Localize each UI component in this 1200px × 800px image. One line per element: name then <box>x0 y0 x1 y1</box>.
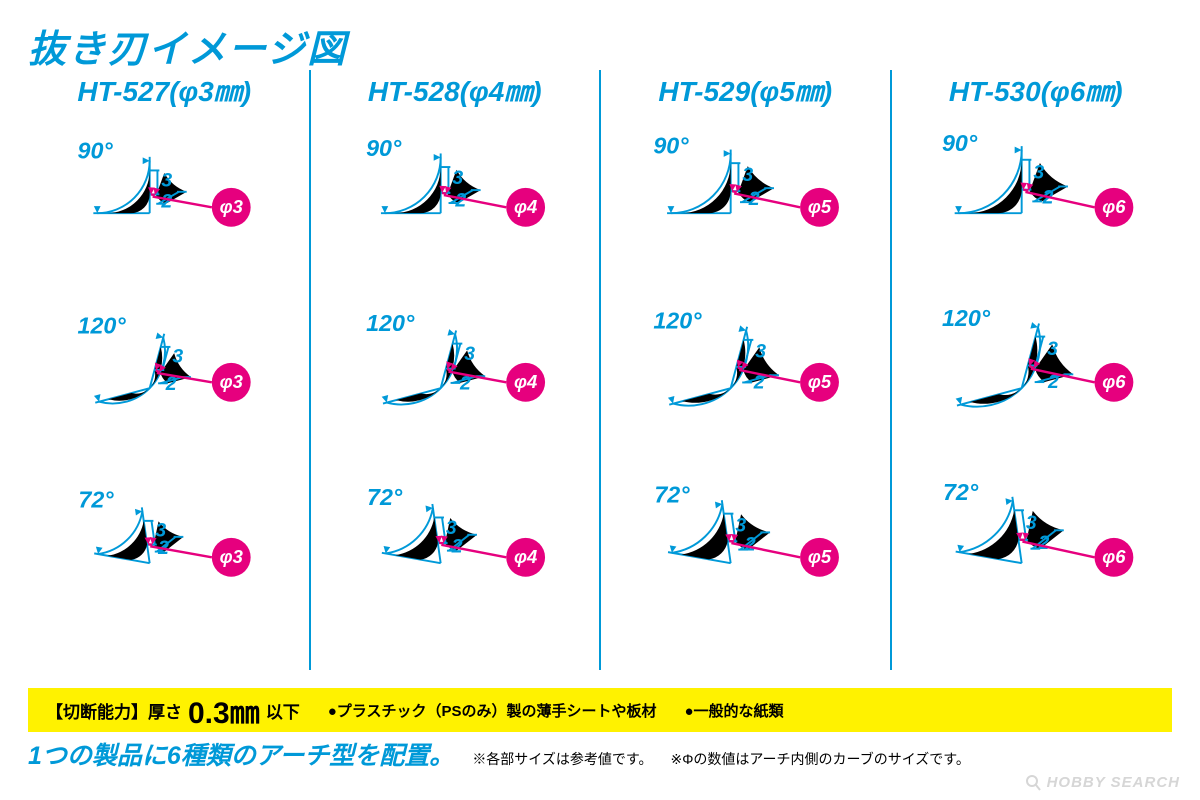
diagram-cell: 120°32φ3 <box>38 293 291 468</box>
svg-text:φ5: φ5 <box>808 546 832 567</box>
svg-text:φ6: φ6 <box>1102 196 1126 217</box>
diagram-cell: 72°32φ4 <box>329 468 582 643</box>
column-title: HT-530(φ6㎜) <box>910 70 1163 110</box>
blade-diagram: 90°32φ4 <box>329 118 581 288</box>
svg-text:120°: 120° <box>366 310 415 336</box>
blade-diagram: 120°32φ3 <box>38 293 290 463</box>
svg-text:3: 3 <box>172 345 183 367</box>
blade-diagram: 90°32φ5 <box>619 118 871 288</box>
column-ht527: HT-527(φ3㎜)90°32φ3120°32φ372°32φ3 <box>20 70 309 670</box>
footer-main: 1つの製品に6種類のアーチ型を配置。 <box>28 736 454 772</box>
cutting-capacity-bar: 【切断能力】厚さ 0.3㎜ 以下 ●プラスチック（PSのみ）製の薄手シートや板材… <box>28 688 1172 732</box>
footer: 1つの製品に6種類のアーチ型を配置。 ※各部サイズは参考値です。 ※Φの数値はア… <box>28 736 1172 772</box>
svg-text:3: 3 <box>161 169 172 191</box>
capacity-bullet-1: ●プラスチック（PSのみ）製の薄手シートや板材 <box>328 700 657 721</box>
svg-text:φ6: φ6 <box>1102 546 1126 567</box>
svg-text:φ5: φ5 <box>808 371 832 392</box>
svg-text:72°: 72° <box>78 487 114 513</box>
svg-text:3: 3 <box>452 167 463 189</box>
blade-diagram: 72°32φ3 <box>38 468 290 638</box>
column-title: HT-528(φ4㎜) <box>329 70 582 110</box>
svg-text:90°: 90° <box>941 130 977 156</box>
blade-diagram: 72°32φ4 <box>329 468 581 638</box>
svg-text:3: 3 <box>1047 338 1058 360</box>
svg-text:90°: 90° <box>653 132 689 158</box>
svg-text:3: 3 <box>1033 162 1044 184</box>
blade-diagram: 120°32φ5 <box>619 293 871 463</box>
svg-text:φ3: φ3 <box>220 546 244 567</box>
watermark: HOBBY SEARCH <box>1023 774 1180 792</box>
blade-diagram: 72° 32 φ6 <box>910 468 1162 638</box>
blade-diagram: 120°32φ4 <box>329 293 581 463</box>
svg-text:3: 3 <box>742 164 753 186</box>
svg-text:90°: 90° <box>366 135 402 161</box>
svg-text:3: 3 <box>755 340 766 362</box>
svg-text:120°: 120° <box>77 312 126 338</box>
diagram-cell: 90°32φ6 <box>910 118 1163 293</box>
svg-text:φ5: φ5 <box>808 196 832 217</box>
column-ht528: HT-528(φ4㎜)90°32φ4120°32φ472°32φ4 <box>309 70 600 670</box>
diagram-cell: 90° 32 φ3 <box>38 118 291 293</box>
svg-text:2: 2 <box>160 190 172 212</box>
watermark-text: HOBBY SEARCH <box>1047 774 1180 791</box>
column-ht529: HT-529(φ5㎜)90°32φ5120°32φ572°32φ5 <box>599 70 890 670</box>
footer-note-1: ※各部サイズは参考値です。 <box>472 749 652 769</box>
svg-text:3: 3 <box>464 343 475 365</box>
svg-text:φ3: φ3 <box>220 371 244 392</box>
capacity-thickness: 0.3㎜ <box>188 688 260 732</box>
capacity-bullet-2: ●一般的な紙類 <box>685 700 784 721</box>
svg-text:72°: 72° <box>942 479 978 505</box>
capacity-prefix: 【切断能力】厚さ <box>46 698 182 723</box>
svg-text:90°: 90° <box>77 137 113 163</box>
diagram-cell: 72° 32 φ6 <box>910 468 1163 643</box>
svg-text:3: 3 <box>1025 512 1036 534</box>
svg-text:72°: 72° <box>367 484 403 510</box>
svg-text:φ6: φ6 <box>1102 371 1126 392</box>
diagram-cell: 72°32φ3 <box>38 468 291 643</box>
diagram-cell: 120°32φ6 <box>910 293 1163 468</box>
blade-diagram: 72°32φ5 <box>619 468 871 638</box>
diagram-cell: 120°32φ5 <box>619 293 872 468</box>
svg-text:2: 2 <box>744 534 756 556</box>
svg-text:72°: 72° <box>654 481 690 507</box>
diagram-cell: 90°32φ4 <box>329 118 582 293</box>
page-title: 抜き刃イメージ図 <box>28 18 347 73</box>
capacity-suffix: 以下 <box>266 698 300 723</box>
column-title: HT-527(φ3㎜) <box>38 70 291 110</box>
svg-text:φ4: φ4 <box>514 196 537 217</box>
blade-diagram: 90°32φ6 <box>910 118 1162 288</box>
column-title: HT-529(φ5㎜) <box>619 70 872 110</box>
blade-diagram: 90° 32 φ3 <box>38 118 290 288</box>
svg-text:120°: 120° <box>653 307 702 333</box>
diagram-cell: 72°32φ5 <box>619 468 872 643</box>
diagram-cell: 120°32φ4 <box>329 293 582 468</box>
svg-text:120°: 120° <box>941 305 990 331</box>
svg-text:φ4: φ4 <box>514 546 537 567</box>
diagram-grid: HT-527(φ3㎜)90°32φ3120°32φ372°32φ3HT-528(… <box>20 70 1180 670</box>
svg-text:2: 2 <box>1037 532 1049 554</box>
footer-note-2: ※Φの数値はアーチ内側のカーブのサイズです。 <box>671 749 970 769</box>
svg-text:φ3: φ3 <box>220 196 244 217</box>
column-ht530: HT-530(φ6㎜)90°32φ6120°32φ672°32φ6 <box>890 70 1181 670</box>
svg-text:φ4: φ4 <box>514 371 537 392</box>
blade-diagram: 120°32φ6 <box>910 293 1162 463</box>
diagram-cell: 90°32φ5 <box>619 118 872 293</box>
